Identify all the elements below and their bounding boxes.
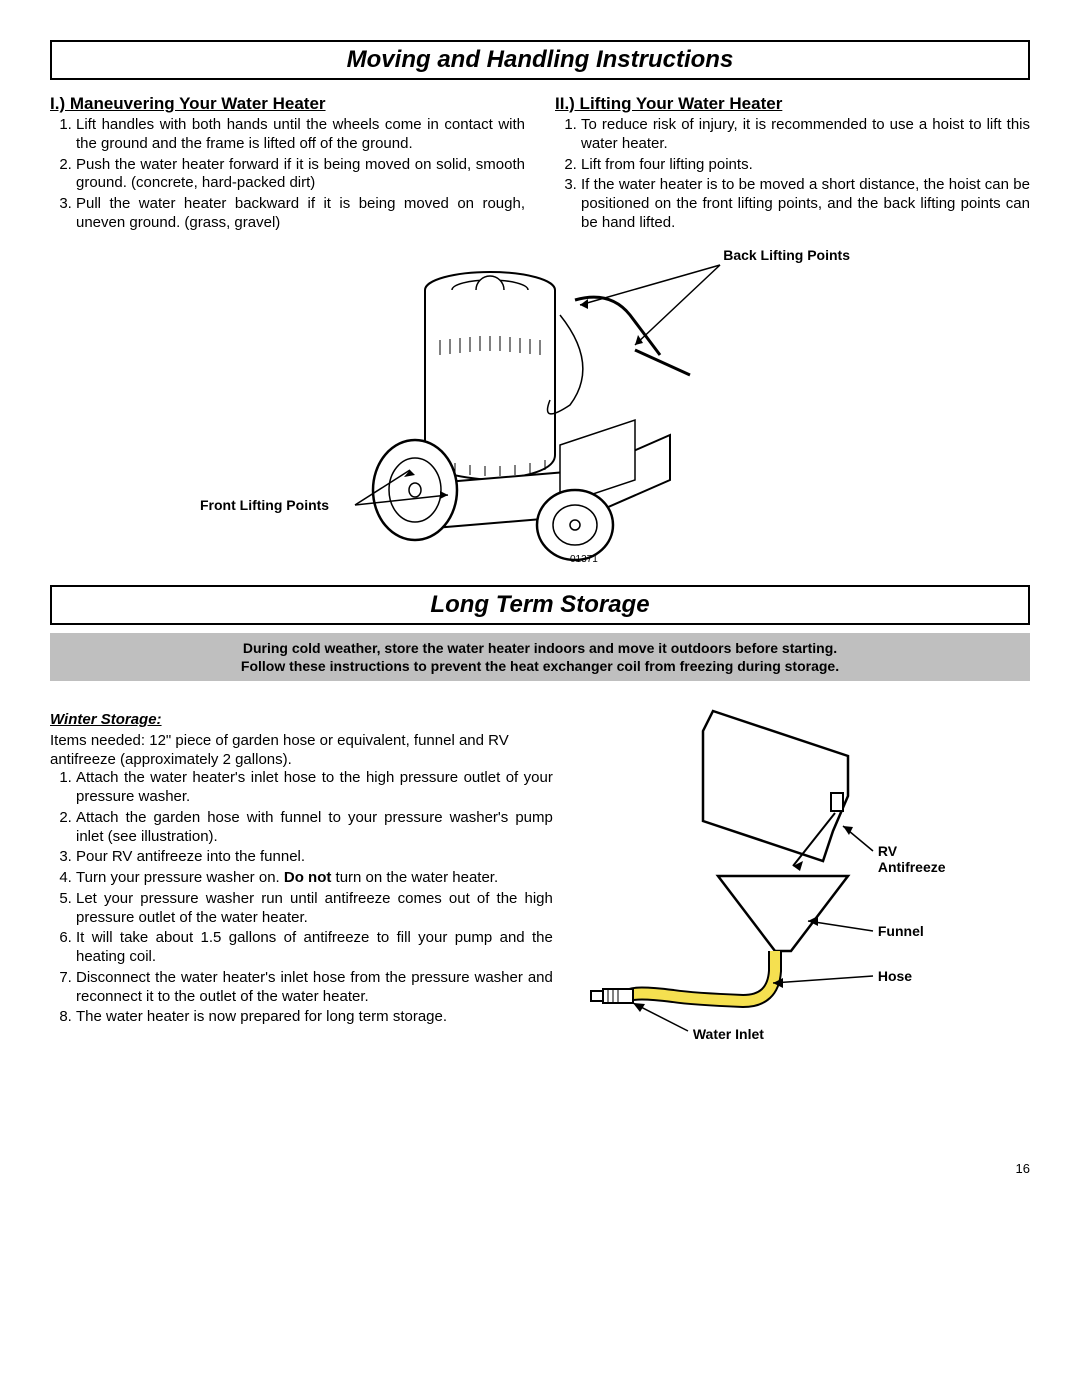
- list-item: The water heater is now prepared for lon…: [76, 1008, 553, 1027]
- list-item: Attach the garden hose with funnel to yo…: [76, 809, 553, 847]
- winter-storage-intro: Items needed: 12" piece of garden hose o…: [50, 732, 553, 770]
- section-title-1: Moving and Handling Instructions: [52, 46, 1028, 74]
- list-item: It will take about 1.5 gallons of antifr…: [76, 929, 553, 967]
- list-item: If the water heater is to be moved a sho…: [581, 176, 1030, 232]
- list-item: Pour RV antifreeze into the funnel.: [76, 848, 553, 867]
- water-inlet-label: Water Inlet: [693, 1026, 764, 1042]
- list-item: To reduce risk of injury, it is recommen…: [581, 116, 1030, 154]
- lifting-list: To reduce risk of injury, it is recommen…: [555, 116, 1030, 233]
- maneuvering-list: Lift handles with both hands until the w…: [50, 116, 525, 233]
- section-title-2: Long Term Storage: [52, 591, 1028, 619]
- section-title-box-2: Long Term Storage: [50, 585, 1030, 625]
- section-title-box-1: Moving and Handling Instructions: [50, 40, 1030, 80]
- list-item: Disconnect the water heater's inlet hose…: [76, 969, 553, 1007]
- list-item: Turn your pressure washer on. Do not tur…: [76, 869, 553, 888]
- right-column: II.) Lifting Your Water Heater To reduce…: [555, 88, 1030, 235]
- winter-storage-heading: Winter Storage:: [50, 711, 553, 728]
- lifting-heading: II.) Lifting Your Water Heater: [555, 94, 1030, 114]
- funnel-diagram-wrap: RV Antifreeze Funnel Hose Water Inlet: [573, 681, 1030, 1061]
- left-column: I.) Maneuvering Your Water Heater Lift h…: [50, 88, 525, 235]
- two-column-layout: I.) Maneuvering Your Water Heater Lift h…: [50, 88, 1030, 235]
- hose-label: Hose: [878, 968, 912, 984]
- water-heater-svg: [240, 245, 840, 565]
- list-item: Attach the water heater's inlet hose to …: [76, 769, 553, 807]
- winter-storage-text: Winter Storage: Items needed: 12" piece …: [50, 681, 553, 1061]
- water-heater-diagram-wrap: Back Lifting Points Front Lifting Points…: [50, 245, 1030, 565]
- banner-line-2: Follow these instructions to prevent the…: [241, 658, 839, 674]
- rv-antifreeze-label: RV Antifreeze: [878, 843, 953, 875]
- list-item: Push the water heater forward if it is b…: [76, 156, 525, 194]
- funnel-label: Funnel: [878, 923, 924, 939]
- banner-line-1: During cold weather, store the water hea…: [243, 640, 837, 656]
- water-heater-diagram: Back Lifting Points Front Lifting Points…: [240, 245, 840, 565]
- back-lifting-label: Back Lifting Points: [723, 247, 850, 263]
- funnel-svg: [573, 701, 953, 1061]
- list-item: Pull the water heater backward if it is …: [76, 195, 525, 233]
- list-item: Let your pressure washer run until antif…: [76, 890, 553, 928]
- figure-number: 01371: [570, 554, 598, 565]
- list-item: Lift from four lifting points.: [581, 156, 1030, 175]
- page-number: 16: [50, 1161, 1030, 1176]
- bottom-row: Winter Storage: Items needed: 12" piece …: [50, 681, 1030, 1061]
- winter-storage-list: Attach the water heater's inlet hose to …: [50, 769, 553, 1027]
- maneuvering-heading: I.) Maneuvering Your Water Heater: [50, 94, 525, 114]
- funnel-diagram: RV Antifreeze Funnel Hose Water Inlet: [573, 701, 953, 1061]
- list-item: Lift handles with both hands until the w…: [76, 116, 525, 154]
- front-lifting-label: Front Lifting Points: [200, 497, 329, 513]
- storage-warning-banner: During cold weather, store the water hea…: [50, 633, 1030, 681]
